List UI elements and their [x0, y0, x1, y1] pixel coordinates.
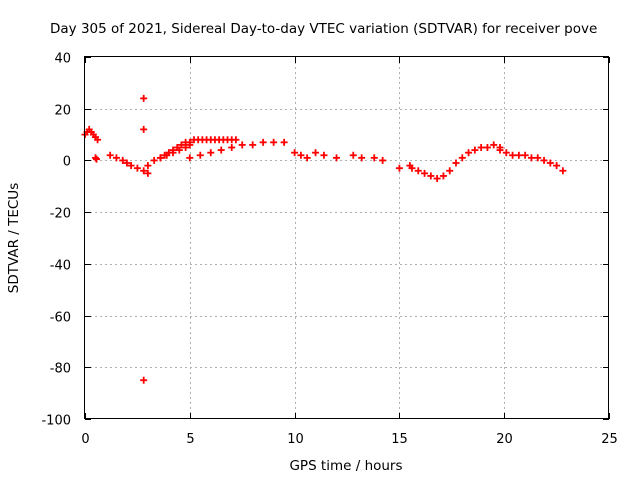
data-point	[312, 149, 320, 157]
data-point	[458, 154, 466, 162]
data-point	[521, 151, 529, 159]
data-point	[349, 151, 357, 159]
data-point	[249, 141, 257, 149]
data-point	[320, 151, 328, 159]
data-point	[483, 144, 491, 151]
data-point	[173, 144, 181, 151]
data-point	[546, 159, 554, 167]
data-point	[303, 154, 311, 162]
data-point	[127, 162, 135, 170]
data-point	[144, 162, 152, 170]
y-tick-label: 20	[54, 104, 71, 119]
data-point	[439, 172, 447, 180]
data-point	[414, 167, 422, 175]
data-point	[527, 154, 535, 162]
data-point	[156, 154, 164, 162]
data-point	[477, 144, 485, 151]
data-point	[408, 164, 416, 172]
data-point	[186, 138, 194, 146]
y-tick-label: 40	[54, 52, 71, 67]
data-point	[177, 141, 185, 149]
data-point	[259, 138, 267, 146]
data-point	[161, 151, 169, 159]
data-point	[133, 164, 141, 172]
y-tick-label: -40	[50, 259, 71, 274]
data-point	[217, 146, 225, 154]
data-point	[150, 156, 158, 164]
y-tick-label: 0	[63, 155, 71, 170]
y-tick-label: -80	[50, 362, 71, 377]
data-point	[465, 149, 473, 157]
y-axis-label: SDTVAR / TECUs	[6, 183, 22, 293]
data-point	[297, 151, 305, 159]
y-tick-label: -20	[50, 207, 71, 222]
data-point	[333, 154, 341, 162]
data-point	[446, 167, 454, 175]
x-tick-label: 25	[601, 432, 618, 447]
x-axis-label: GPS time / hours	[289, 458, 402, 474]
grid-layer	[85, 57, 609, 419]
plot-frame	[84, 56, 609, 419]
data-point	[140, 167, 148, 175]
data-point	[395, 164, 403, 172]
data-point	[196, 151, 204, 159]
x-tick-label: 10	[287, 432, 304, 447]
data-point	[433, 175, 441, 183]
data-point	[509, 151, 517, 159]
data-point	[140, 125, 148, 133]
chart-title: Day 305 of 2021, Sidereal Day-to-day VTE…	[50, 21, 597, 37]
x-tick-label: 15	[391, 432, 408, 447]
data-point	[165, 149, 173, 157]
data-point	[452, 159, 460, 167]
data-point	[471, 146, 479, 154]
data-point	[270, 138, 278, 146]
data-point	[140, 376, 148, 384]
y-tick-label: -60	[50, 311, 71, 326]
data-point	[232, 136, 240, 144]
data-point	[553, 162, 561, 170]
data-point	[93, 155, 101, 163]
data-point	[94, 136, 102, 144]
data-point	[515, 151, 523, 159]
data-point	[490, 141, 498, 149]
x-tick-label: 0	[81, 432, 89, 447]
data-point	[207, 149, 215, 157]
data-point	[421, 169, 429, 177]
data-point	[169, 146, 177, 154]
y-tick-label: -100	[41, 414, 71, 429]
data-point	[140, 94, 148, 102]
data-point	[112, 154, 120, 162]
tick-layer: 0 5 10 15 20 25 40 20 0 -20 -40 -60 -80 -100	[41, 52, 617, 448]
data-point	[534, 154, 542, 162]
data-point	[379, 156, 387, 164]
data-point	[540, 156, 548, 164]
data-point	[370, 154, 378, 162]
data-point	[144, 169, 152, 177]
data-point	[358, 154, 366, 162]
data-point	[427, 172, 435, 180]
data-point	[502, 149, 510, 157]
data-point	[106, 151, 114, 159]
data-point	[91, 154, 99, 162]
data-point	[123, 159, 131, 167]
data-point	[291, 149, 299, 157]
data-point	[228, 144, 236, 151]
data-point	[280, 138, 288, 146]
data-point	[496, 146, 504, 154]
x-tick-label: 5	[186, 432, 194, 447]
data-point	[119, 156, 127, 164]
point-layer	[81, 94, 567, 384]
data-point	[186, 154, 194, 162]
data-point	[238, 141, 246, 149]
x-tick-label: 20	[496, 432, 513, 447]
data-point	[559, 167, 567, 175]
